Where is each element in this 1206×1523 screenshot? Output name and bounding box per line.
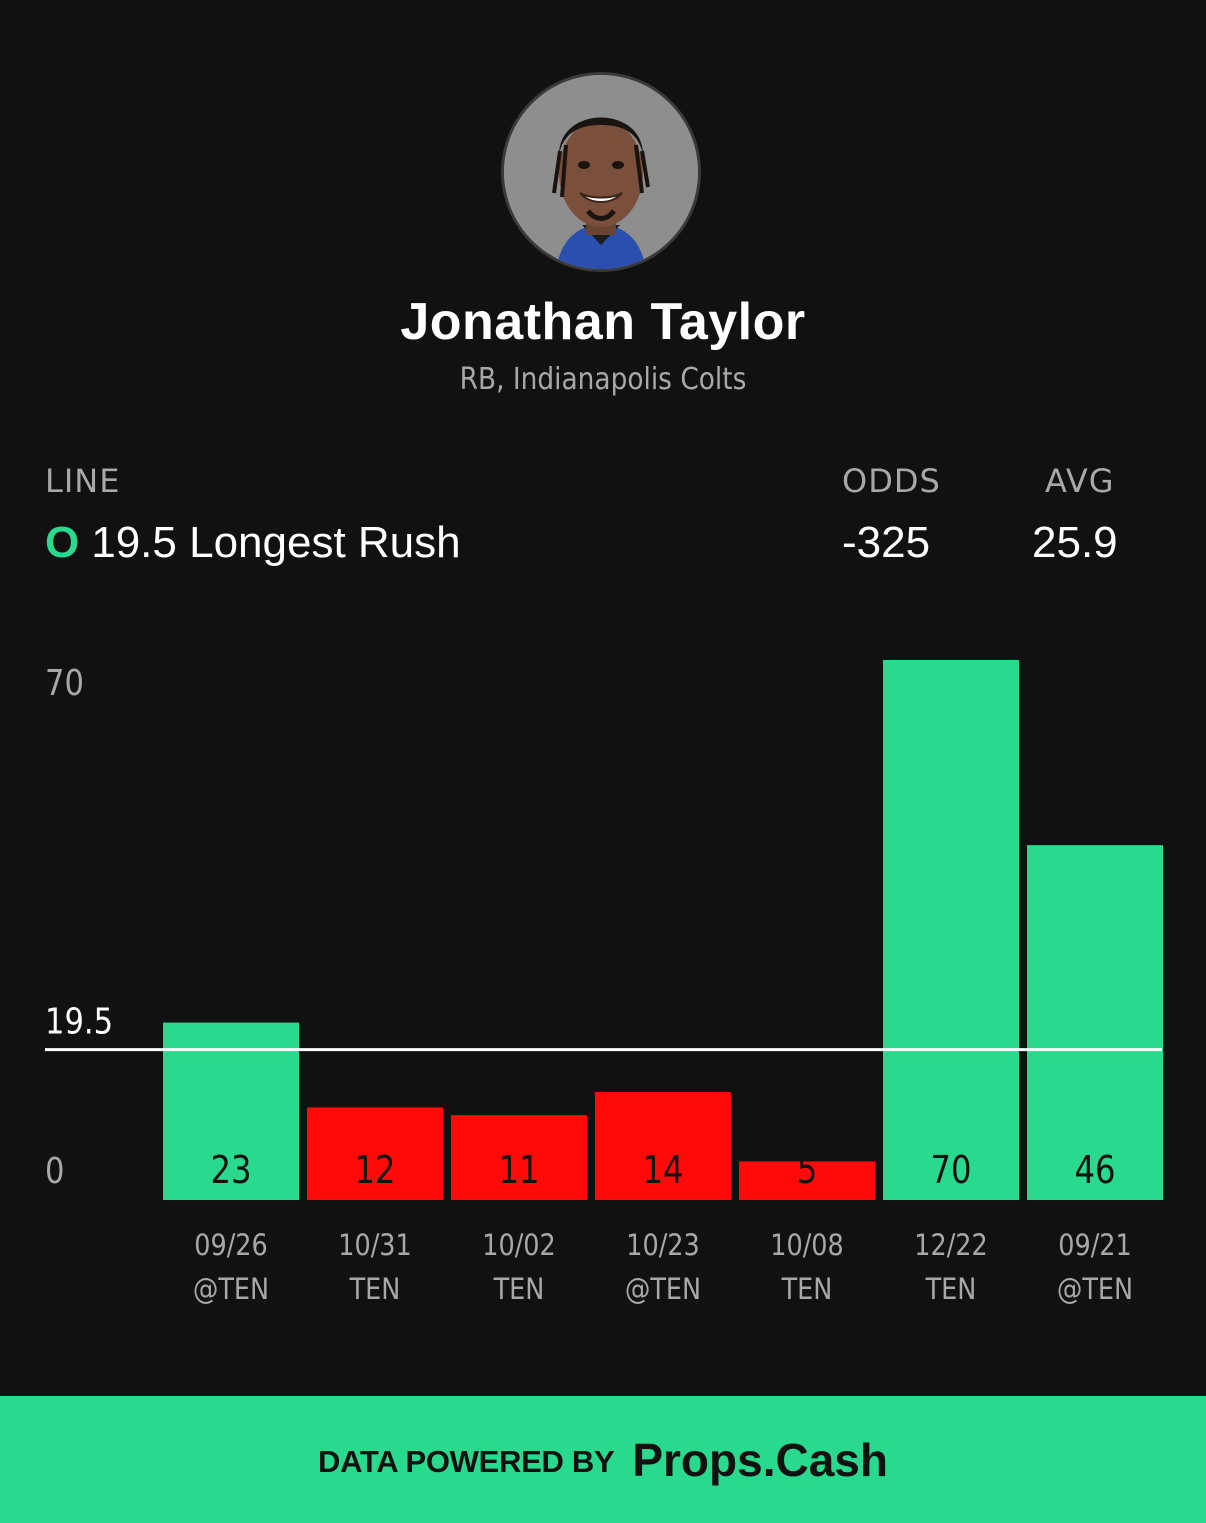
player-position-team: RB, Indianapolis Colts	[459, 362, 747, 397]
bar	[595, 1092, 731, 1200]
x-tick-opponent: TEN	[493, 1274, 545, 1307]
bar-value-label: 23	[210, 1149, 251, 1193]
x-tick-date: 10/08	[770, 1230, 844, 1263]
threshold-label: 19.5	[45, 1000, 113, 1042]
bar-value-label: 11	[498, 1149, 539, 1193]
odds-value: -325	[842, 518, 931, 567]
bar	[451, 1115, 587, 1200]
x-tick-date: 10/02	[482, 1230, 556, 1263]
bar-value-label: 46	[1074, 1149, 1115, 1193]
x-tick-date: 12/22	[914, 1230, 988, 1263]
bar	[739, 1161, 875, 1200]
bar-value-label: 70	[930, 1149, 971, 1193]
x-tick-date: 09/21	[1058, 1230, 1132, 1263]
prop-line: O 19.5 Longest Rush	[45, 518, 461, 568]
bar	[1027, 845, 1163, 1200]
over-marker: O	[45, 518, 80, 567]
x-tick-opponent: TEN	[781, 1274, 833, 1307]
footer-banner: DATA POWERED BY Props.Cash	[0, 1396, 1206, 1523]
x-tick-date: 10/31	[338, 1230, 412, 1263]
x-tick-date: 09/26	[194, 1230, 268, 1263]
y-tick-label: 0	[45, 1150, 64, 1192]
game-log-bar-chart: 70 0 23 09/26 @TEN 12 10/31 TEN 11 10/02 TEN 14 10/2…	[45, 660, 1163, 1307]
line-header: LINE	[45, 462, 121, 500]
x-tick-opponent: @TEN	[1057, 1274, 1133, 1307]
player-name: Jonathan Taylor	[400, 293, 806, 351]
y-tick-label: 70	[45, 662, 84, 704]
footer-label: DATA POWERED BY	[318, 1443, 615, 1479]
x-tick-date: 10/23	[626, 1230, 700, 1263]
footer-brand: Props.Cash	[632, 1433, 888, 1486]
odds-header: ODDS	[842, 462, 941, 500]
player-avatar	[501, 72, 701, 272]
bar	[163, 1022, 299, 1200]
x-tick-opponent: TEN	[925, 1274, 977, 1307]
prop-line-text: 19.5 Longest Rush	[91, 518, 461, 567]
x-tick-opponent: @TEN	[625, 1274, 701, 1307]
bar	[307, 1107, 443, 1200]
bar-value-label: 5	[797, 1149, 818, 1193]
avg-header: AVG	[1045, 462, 1115, 500]
bar-value-label: 14	[642, 1149, 683, 1193]
player-headshot-icon	[504, 75, 698, 269]
x-tick-opponent: @TEN	[193, 1274, 269, 1307]
bar-value-label: 12	[354, 1149, 395, 1193]
x-tick-opponent: TEN	[349, 1274, 401, 1307]
avg-value: 25.9	[1032, 518, 1118, 567]
bar	[883, 660, 1019, 1200]
